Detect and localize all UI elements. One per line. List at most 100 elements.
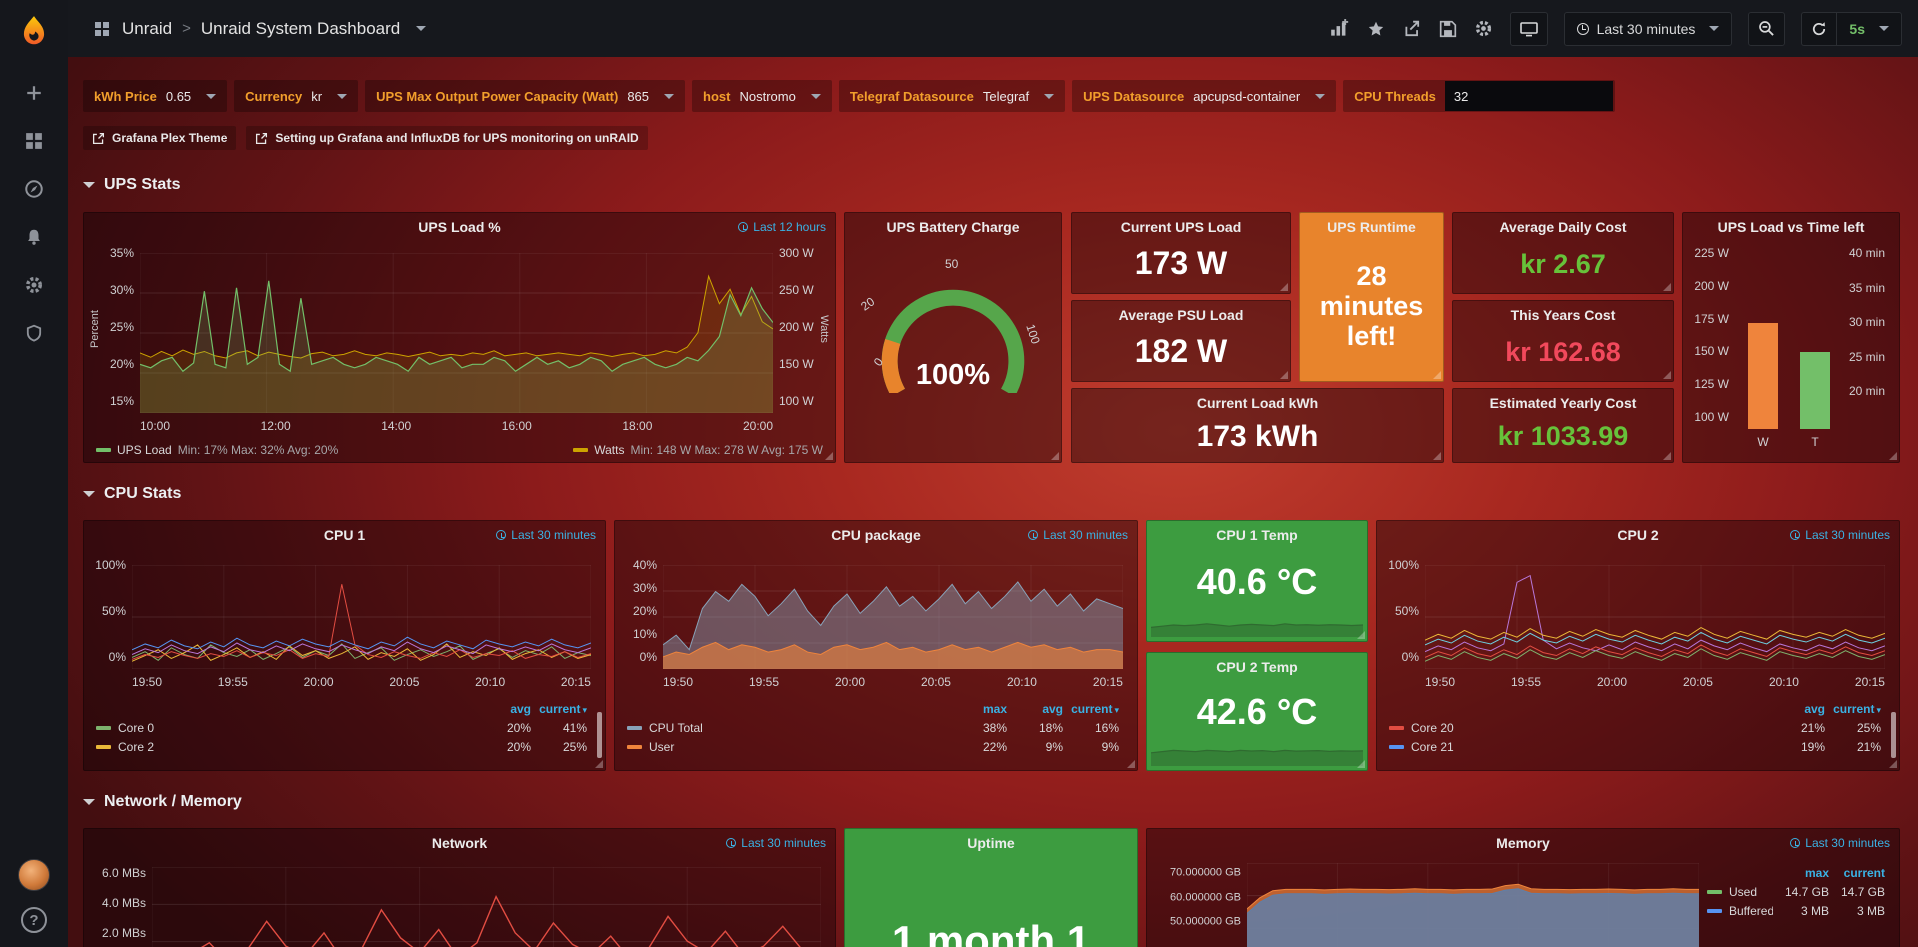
section-ups-stats[interactable]: UPS Stats xyxy=(83,170,1918,199)
panel-title[interactable]: Uptime xyxy=(967,835,1015,851)
panel-title[interactable]: UPS Load vs Time left xyxy=(1717,219,1865,235)
variable-value: 865 xyxy=(627,88,650,104)
axis-tick: 25% xyxy=(109,320,134,334)
variable-currency[interactable]: Currency kr xyxy=(234,80,359,112)
user-avatar[interactable] xyxy=(18,859,50,891)
y-axis-left: 100% 50% 0% xyxy=(92,559,126,669)
settings-gear-icon[interactable] xyxy=(1474,19,1494,39)
panel-title[interactable]: CPU 2 Temp xyxy=(1216,659,1298,675)
refresh-interval-dropdown[interactable]: 5s xyxy=(1836,11,1902,46)
panel-current-load-kwh: Current Load kWh 173 kWh xyxy=(1071,388,1444,463)
axis-tick: 35% xyxy=(109,246,134,260)
legend-row[interactable]: Core 20 21% 25% xyxy=(1389,718,1881,737)
legend-row[interactable]: Core 2 20% 25% xyxy=(96,737,587,756)
link-ups-monitoring-guide[interactable]: Setting up Grafana and InfluxDB for UPS … xyxy=(246,126,648,150)
variable-kwh-price[interactable]: kWh Price 0.65 xyxy=(83,80,228,112)
stat-value: kr 1033.99 xyxy=(1497,421,1629,452)
graph-legend[interactable]: avg current ▾ Core 20 21% 25% Core 21 19% 21% xyxy=(1389,699,1881,756)
legend-row[interactable]: CPU Total 38% 18% 16% xyxy=(627,718,1119,737)
cpu-threads-input[interactable] xyxy=(1444,81,1613,111)
dashboard-caret-icon[interactable] xyxy=(416,26,427,31)
help-icon[interactable]: ? xyxy=(21,907,47,933)
share-icon[interactable] xyxy=(1402,19,1422,39)
time-range-button[interactable]: Last 30 minutes xyxy=(1563,11,1733,46)
graph-legend[interactable]: avg current ▾ Core 0 20% 41% Core 2 20% 25% xyxy=(96,699,587,756)
panel-cpu-1-temp: CPU 1 Temp 40.6 °C xyxy=(1146,520,1368,642)
bar-column: W xyxy=(1748,251,1778,449)
panel-title[interactable]: Current UPS Load xyxy=(1120,219,1242,235)
network-chart[interactable] xyxy=(152,867,821,947)
stat-value: 182 W xyxy=(1134,333,1228,370)
time-range-indicator[interactable]: Last 30 minutes xyxy=(726,836,826,850)
cpu2-chart[interactable] xyxy=(1425,565,1885,669)
time-range-indicator[interactable]: Last 30 minutes xyxy=(1028,528,1128,542)
variable-host[interactable]: host Nostromo xyxy=(692,80,832,112)
time-range-indicator[interactable]: Last 12 hours xyxy=(738,220,826,234)
panel-title[interactable]: UPS Battery Charge xyxy=(886,219,1020,235)
create-icon[interactable] xyxy=(21,80,47,106)
panel-title[interactable]: UPS Runtime xyxy=(1327,219,1416,235)
legend-row[interactable]: Used 14.7 GB 14.7 GB xyxy=(1707,882,1885,901)
panel-title[interactable]: CPU 1 Temp xyxy=(1216,527,1298,543)
graph-legend[interactable]: max avg current ▾ CPU Total 38% 18% 16% User 22% 9… xyxy=(627,699,1119,756)
legend-scrollbar[interactable] xyxy=(597,712,602,758)
chevron-down-icon xyxy=(83,798,95,805)
configuration-gear-icon[interactable] xyxy=(21,272,47,298)
time-range-indicator[interactable]: Last 30 minutes xyxy=(1790,836,1890,850)
panel-title[interactable]: Average PSU Load xyxy=(1118,307,1244,323)
section-title: Network / Memory xyxy=(104,792,242,810)
legend-item[interactable]: UPS Load Min: 17% Max: 32% Avg: 20% xyxy=(96,443,338,457)
dashboard-title[interactable]: Unraid System Dashboard xyxy=(200,18,401,38)
link-grafana-plex-theme[interactable]: Grafana Plex Theme xyxy=(83,126,237,150)
cycle-view-button[interactable] xyxy=(1509,11,1548,46)
panel-title[interactable]: Memory xyxy=(1496,835,1550,851)
server-admin-shield-icon[interactable] xyxy=(21,320,47,346)
panel-title[interactable]: This Years Cost xyxy=(1510,307,1616,323)
legend-scrollbar[interactable] xyxy=(1891,712,1896,758)
star-icon[interactable] xyxy=(1366,19,1386,39)
memory-chart[interactable] xyxy=(1247,863,1699,947)
dashboards-icon[interactable] xyxy=(21,128,47,154)
panel-title[interactable]: Network xyxy=(431,835,488,851)
panel-current-ups-load: Current UPS Load 173 W xyxy=(1071,212,1291,294)
cpu-package-chart[interactable] xyxy=(663,565,1123,669)
time-range-caret-icon xyxy=(1709,26,1720,31)
section-network-memory[interactable]: Network / Memory xyxy=(83,787,1918,816)
panel-title[interactable]: Current Load kWh xyxy=(1196,395,1319,411)
dashboard-canvas: kWh Price 0.65 Currency kr UPS Max Outpu… xyxy=(68,57,1918,947)
panel-title[interactable]: UPS Load % xyxy=(418,219,501,235)
refresh-button[interactable] xyxy=(1801,11,1837,46)
time-range-indicator[interactable]: Last 30 minutes xyxy=(496,528,596,542)
panel-title[interactable]: CPU 1 xyxy=(323,527,366,543)
legend-row[interactable]: Core 21 19% 21% xyxy=(1389,737,1881,756)
refresh-icon xyxy=(1813,21,1826,35)
grafana-logo[interactable] xyxy=(0,0,68,62)
panel-title[interactable]: Average Daily Cost xyxy=(1499,219,1627,235)
variable-ups-datasource[interactable]: UPS Datasource apcupsd-container xyxy=(1072,80,1337,112)
variable-telegraf-datasource[interactable]: Telegraf Datasource Telegraf xyxy=(838,80,1066,112)
panel-title[interactable]: Estimated Yearly Cost xyxy=(1489,395,1637,411)
graph-legend[interactable]: max current Used 14.7 GB 14.7 GB Buffered 3 MB… xyxy=(1707,863,1885,920)
clock-icon xyxy=(1790,838,1801,848)
legend-item[interactable]: Watts Min: 148 W Max: 278 W Avg: 175 W xyxy=(573,443,823,457)
dashboard-grid-icon[interactable] xyxy=(92,19,112,39)
variable-ups-max-output[interactable]: UPS Max Output Power Capacity (Watt) 865 xyxy=(365,80,686,112)
add-panel-icon[interactable] xyxy=(1330,19,1350,39)
legend-row[interactable]: User 22% 9% 9% xyxy=(627,737,1119,756)
time-range-indicator[interactable]: Last 30 minutes xyxy=(1790,528,1890,542)
alerting-bell-icon[interactable] xyxy=(21,224,47,250)
ups-load-chart[interactable] xyxy=(140,253,773,413)
explore-compass-icon[interactable] xyxy=(21,176,47,202)
cpu1-chart[interactable] xyxy=(132,565,591,669)
save-icon[interactable] xyxy=(1438,19,1458,39)
panel-title[interactable]: CPU package xyxy=(831,527,921,543)
panel-title[interactable]: CPU 2 xyxy=(1617,527,1659,543)
zoom-out-button[interactable] xyxy=(1748,11,1786,46)
section-cpu-stats[interactable]: CPU Stats xyxy=(83,479,1918,508)
breadcrumb-root[interactable]: Unraid xyxy=(122,18,173,38)
legend-header: avg current ▾ xyxy=(1804,701,1881,716)
legend-row[interactable]: Buffered 3 MB 3 MB xyxy=(1707,901,1885,920)
legend-row[interactable]: Core 0 20% 41% xyxy=(96,718,587,737)
link-label: Setting up Grafana and InfluxDB for UPS … xyxy=(275,131,639,145)
